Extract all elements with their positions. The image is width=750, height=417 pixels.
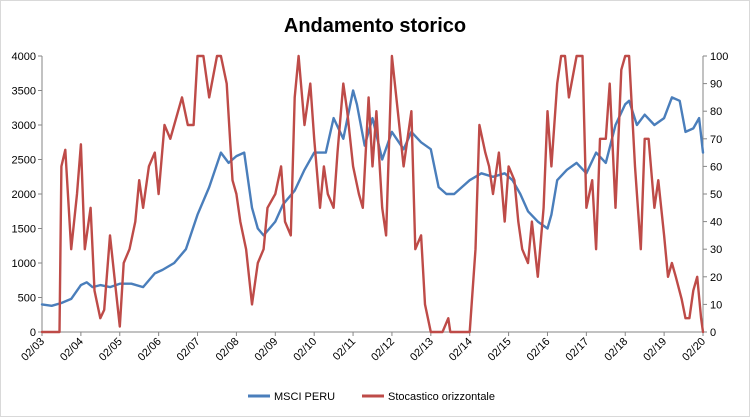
chart-title: Andamento storico <box>284 15 466 37</box>
y-left-tick-label: 3500 <box>12 86 36 98</box>
y-left-tick-label: 4000 <box>12 51 36 63</box>
y-left-tick-label: 1500 <box>12 224 36 236</box>
y-right-tick-label: 100 <box>710 51 728 63</box>
y-right-tick-label: 70 <box>710 134 722 146</box>
y-right-tick-label: 20 <box>710 272 722 284</box>
y-right-tick-label: 60 <box>710 161 722 173</box>
y-left-tick-label: 2500 <box>12 155 36 167</box>
y-right-tick-label: 40 <box>710 217 722 229</box>
y-right-tick-label: 10 <box>710 299 722 311</box>
series-layer <box>40 54 705 334</box>
y-right-tick-label: 90 <box>710 79 722 91</box>
y-left-tick-label: 1000 <box>12 258 36 270</box>
y-left-tick-label: 3000 <box>12 120 36 132</box>
legend-label: MSCI PERU <box>274 391 335 403</box>
series-line-stocastico <box>40 54 705 334</box>
y-left-tick-label: 500 <box>18 293 36 305</box>
y-left-tick-label: 2000 <box>12 189 36 201</box>
y-right-tick-label: 0 <box>710 327 716 339</box>
series-line-msci-peru <box>40 89 705 307</box>
y-right-tick-label: 30 <box>710 244 722 256</box>
legend-label: Stocastico orizzontale <box>388 391 495 403</box>
y-right-tick-label: 50 <box>710 189 722 201</box>
legend: MSCI PERU Stocastico orizzontale <box>248 391 495 403</box>
y-right-tick-label: 80 <box>710 106 722 118</box>
y-left-tick-label: 0 <box>30 327 36 339</box>
